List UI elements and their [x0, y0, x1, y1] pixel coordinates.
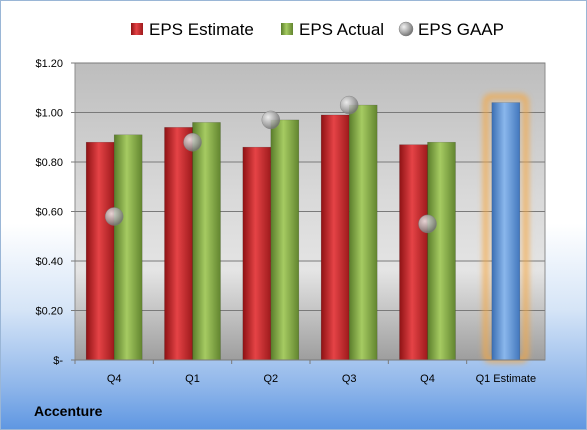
bar [85, 141, 115, 361]
y-tick-label: $0.20 [35, 306, 63, 318]
bar [427, 141, 456, 361]
legend-label: EPS GAAP [418, 20, 504, 39]
legend-swatch [398, 21, 414, 37]
gaap-marker [104, 207, 124, 226]
gaap-marker [183, 132, 202, 152]
y-tick-label: $- [53, 355, 63, 367]
x-tick-label: Q4 [107, 373, 122, 385]
y-tick-label: $1.00 [35, 108, 63, 120]
bar [320, 114, 350, 361]
y-tick-label: $0.40 [35, 256, 63, 268]
x-tick-label: Q1 [185, 373, 200, 385]
bar [491, 102, 521, 361]
bar [270, 119, 300, 361]
gaap-marker [339, 95, 359, 115]
gaap-marker [418, 214, 437, 234]
gaap-marker [261, 110, 281, 130]
y-tick-label: $0.80 [35, 157, 63, 169]
y-tick-label: $1.20 [35, 58, 63, 70]
bar [164, 127, 193, 361]
x-tick-label: Q2 [263, 373, 278, 385]
legend-swatch [131, 23, 143, 35]
legend-swatch [281, 23, 293, 35]
bar [113, 134, 143, 361]
bar [399, 144, 428, 361]
y-tick-label: $0.60 [35, 207, 63, 219]
x-tick-label: Q3 [342, 373, 357, 385]
x-tick-label: Q4 [420, 373, 435, 385]
bar [192, 122, 221, 361]
legend-label: EPS Estimate [149, 20, 254, 39]
x-tick-label: Q1 Estimate [476, 373, 537, 385]
bar [242, 146, 272, 361]
bar [348, 104, 378, 361]
legend-label: EPS Actual [299, 20, 384, 39]
company-name: Accenture [34, 403, 103, 419]
